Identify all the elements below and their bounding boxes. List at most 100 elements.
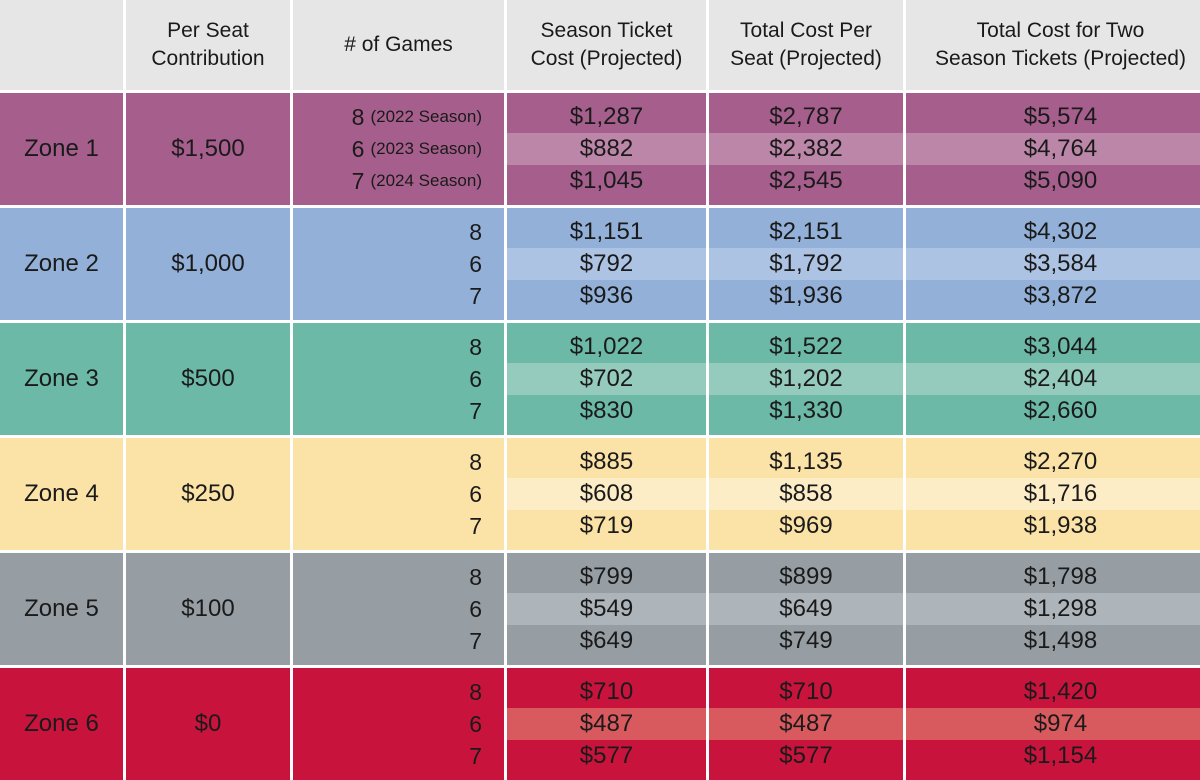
season-ticket-cost-cell: $1,287 $882 $1,045	[507, 93, 706, 205]
total-cost-two-tickets: $2,404	[906, 363, 1200, 395]
total-cost-per-seat: $899	[709, 561, 903, 593]
header-total-cost-two-tickets: Total Cost for Two Season Tickets (Proje…	[906, 0, 1200, 90]
season-ticket-cost: $830	[507, 395, 706, 427]
season-ticket-cost: $882	[507, 133, 706, 165]
season-ticket-cost: $702	[507, 363, 706, 395]
games-number: 8	[351, 103, 365, 130]
total-cost-two-tickets-cell: $5,574 $4,764 $5,090	[906, 93, 1200, 205]
total-cost-per-seat: $749	[709, 625, 903, 657]
total-cost-per-seat: $649	[709, 593, 903, 625]
total-cost-two-tickets: $1,798	[906, 561, 1200, 593]
header-total-cost-per-seat: Total Cost Per Seat (Projected)	[709, 0, 903, 90]
total-cost-two-tickets-cell: $1,420 $974 $1,154	[906, 668, 1200, 780]
season-ticket-cost: $1,045	[507, 165, 706, 197]
total-cost-per-seat-cell: $710 $487 $577	[709, 668, 903, 780]
total-cost-two-tickets: $2,660	[906, 395, 1200, 427]
games-number: 6	[469, 365, 482, 392]
per-seat-contribution: $0	[126, 668, 290, 780]
games-count: 6	[293, 248, 482, 280]
games-count: 7	[293, 395, 482, 427]
games-count: 8	[293, 676, 482, 708]
games-number: 7	[469, 512, 482, 539]
season-ticket-cost-cell: $799 $549 $649	[507, 553, 706, 665]
total-cost-per-seat: $1,202	[709, 363, 903, 395]
total-cost-per-seat-cell: $1,135 $858 $969	[709, 438, 903, 550]
per-seat-contribution: $500	[126, 323, 290, 435]
zone-label: Zone 4	[0, 438, 123, 550]
total-cost-per-seat-cell: $899 $649 $749	[709, 553, 903, 665]
total-cost-per-seat: $2,151	[709, 216, 903, 248]
total-cost-two-tickets: $3,872	[906, 280, 1200, 312]
games-cell: 8 6 7	[293, 323, 504, 435]
games-number: 6	[469, 595, 482, 622]
season-ticket-cost-cell: $1,151 $792 $936	[507, 208, 706, 320]
total-cost-two-tickets: $1,498	[906, 625, 1200, 657]
total-cost-two-tickets: $4,764	[906, 133, 1200, 165]
total-cost-two-tickets-cell: $3,044 $2,404 $2,660	[906, 323, 1200, 435]
total-cost-two-tickets: $4,302	[906, 216, 1200, 248]
total-cost-per-seat-cell: $1,522 $1,202 $1,330	[709, 323, 903, 435]
total-cost-two-tickets: $1,298	[906, 593, 1200, 625]
total-cost-two-tickets-cell: $2,270 $1,716 $1,938	[906, 438, 1200, 550]
games-number: 8	[469, 218, 482, 245]
games-count: 8	[293, 446, 482, 478]
games-number: 6	[351, 135, 365, 162]
total-cost-two-tickets: $2,270	[906, 446, 1200, 478]
games-number: 7	[469, 627, 482, 654]
header-zone	[0, 0, 123, 90]
total-cost-two-tickets: $1,154	[906, 740, 1200, 772]
total-cost-two-tickets: $1,716	[906, 478, 1200, 510]
total-cost-two-tickets: $3,584	[906, 248, 1200, 280]
zone-label: Zone 1	[0, 93, 123, 205]
total-cost-two-tickets: $3,044	[906, 331, 1200, 363]
total-cost-per-seat: $1,522	[709, 331, 903, 363]
total-cost-two-tickets: $5,574	[906, 101, 1200, 133]
games-count: 6	[293, 593, 482, 625]
games-number: 6	[469, 480, 482, 507]
season-ticket-cost: $799	[507, 561, 706, 593]
games-number: 7	[351, 167, 365, 194]
season-year: (2022 Season)	[370, 107, 482, 126]
season-ticket-cost-cell: $1,022 $702 $830	[507, 323, 706, 435]
games-count: 6 (2023 Season)	[293, 133, 482, 165]
season-ticket-cost: $1,287	[507, 101, 706, 133]
games-cell: 8 6 7	[293, 208, 504, 320]
games-count: 7	[293, 510, 482, 542]
total-cost-per-seat: $858	[709, 478, 903, 510]
per-seat-contribution: $250	[126, 438, 290, 550]
season-ticket-cost: $649	[507, 625, 706, 657]
per-seat-contribution: $1,000	[126, 208, 290, 320]
season-ticket-cost: $792	[507, 248, 706, 280]
games-number: 7	[469, 282, 482, 309]
games-count: 6	[293, 363, 482, 395]
total-cost-per-seat: $1,330	[709, 395, 903, 427]
games-number: 8	[469, 333, 482, 360]
games-count: 6	[293, 478, 482, 510]
total-cost-per-seat: $2,382	[709, 133, 903, 165]
total-cost-two-tickets: $1,420	[906, 676, 1200, 708]
games-number: 8	[469, 563, 482, 590]
season-ticket-cost: $577	[507, 740, 706, 772]
season-ticket-cost: $608	[507, 478, 706, 510]
zone-label: Zone 5	[0, 553, 123, 665]
games-count: 7	[293, 740, 482, 772]
zone-label: Zone 6	[0, 668, 123, 780]
total-cost-per-seat: $1,792	[709, 248, 903, 280]
games-number: 6	[469, 250, 482, 277]
games-number: 7	[469, 397, 482, 424]
header-season-ticket-cost: Season Ticket Cost (Projected)	[507, 0, 706, 90]
games-count: 8 (2022 Season)	[293, 101, 482, 133]
total-cost-per-seat-cell: $2,151 $1,792 $1,936	[709, 208, 903, 320]
season-ticket-cost: $719	[507, 510, 706, 542]
zone-label: Zone 2	[0, 208, 123, 320]
season-ticket-cost: $710	[507, 676, 706, 708]
total-cost-per-seat: $577	[709, 740, 903, 772]
games-count: 8	[293, 561, 482, 593]
games-cell: 8 (2022 Season) 6 (2023 Season) 7 (2024 Seaso…	[293, 93, 504, 205]
total-cost-per-seat: $1,936	[709, 280, 903, 312]
season-ticket-cost-cell: $710 $487 $577	[507, 668, 706, 780]
season-ticket-cost: $885	[507, 446, 706, 478]
zone-label: Zone 3	[0, 323, 123, 435]
season-year: (2024 Season)	[370, 171, 482, 190]
